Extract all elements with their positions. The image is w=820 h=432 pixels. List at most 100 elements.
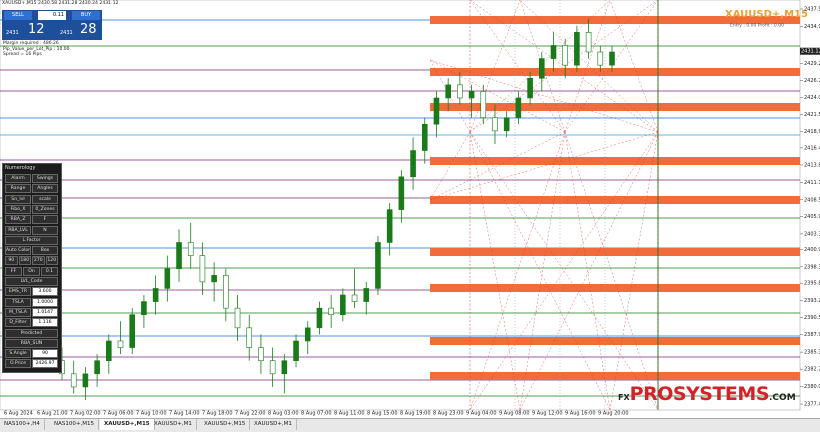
panel-button[interactable]: 0_Zones — [32, 204, 58, 214]
tab[interactable]: XAUUSD+,M15 — [200, 419, 251, 430]
sell-button[interactable]: SELL — [4, 11, 32, 20]
tab[interactable]: NAS100+,H4 — [0, 419, 45, 430]
panel-button[interactable]: F — [32, 215, 58, 225]
lot-input[interactable]: 0.11 — [38, 11, 66, 20]
candle-body — [164, 268, 171, 289]
panel-button[interactable]: Fibo_X — [5, 204, 31, 214]
panel-button[interactable]: 1.0147 — [32, 307, 58, 317]
x-tick-label: 8 Aug 23:00 — [433, 411, 464, 417]
fan-line — [564, 131, 611, 411]
buy-price-small: 28 — [80, 22, 97, 37]
tab[interactable]: XAUUSD+,M1 — [250, 419, 297, 430]
trade-panel: SELL 0.11 BUY 2431 12 2431 28 — [2, 10, 102, 40]
info-lines: Margin required : 486.26 Pip_Value_per_Lo… — [3, 41, 69, 58]
y-tick-label: 2377.40 — [804, 402, 820, 408]
panel-button[interactable]: 0.1 — [41, 266, 58, 276]
panel-button[interactable]: 270 — [32, 256, 45, 266]
candle-body — [609, 51, 615, 66]
last-price-label: 2431.12 — [801, 49, 820, 55]
panel-button[interactable]: 120 — [45, 256, 58, 266]
panel-button[interactable]: Box — [32, 246, 58, 256]
panel-button[interactable]: 1.116 — [32, 318, 58, 328]
panel-button[interactable]: Predicted — [5, 328, 58, 338]
fan-line — [429, 131, 566, 201]
x-tick-label: 9 Aug 16:00 — [565, 411, 596, 417]
panel-button[interactable]: Alarm — [5, 174, 31, 183]
y-tick-label: 2408.50 — [804, 197, 820, 203]
panel-button[interactable]: Auto Color — [5, 246, 31, 256]
candle-body — [70, 373, 77, 388]
y-tick-label: 2421.50 — [804, 112, 820, 118]
y-tick-label: 2434.90 — [804, 24, 820, 30]
panel-button[interactable]: L.Factor — [5, 235, 58, 245]
zone — [430, 16, 800, 24]
panel-button[interactable]: 2426.97 — [32, 359, 58, 369]
y-tick-label: 2382.70 — [804, 367, 820, 373]
panel-button[interactable]: Range — [5, 184, 31, 194]
candle-body — [375, 242, 381, 289]
panel-button[interactable]: EMS_TR — [5, 287, 31, 297]
zone — [430, 103, 800, 111]
tab[interactable]: NAS100+,M15 — [50, 419, 99, 430]
panel-button[interactable]: N — [32, 225, 58, 235]
candle-body — [304, 327, 311, 342]
y-tick-label: 2413.80 — [804, 162, 820, 168]
panel-button[interactable]: O.Price — [5, 359, 31, 369]
tab[interactable]: XAUUSD+,M15 — [100, 419, 155, 430]
panel-button[interactable]: On — [23, 266, 40, 276]
y-tick-label: 2418.90 — [804, 129, 820, 135]
chart: XAUUSD+,M15 Entry : 0.00 Profit : 0.00 2… — [0, 0, 820, 417]
panel-button[interactable]: RBA_LVL — [5, 225, 31, 235]
panel-button[interactable]: M_TSLA — [5, 307, 31, 317]
x-tick-label: 9 Aug 20:00 — [598, 411, 629, 417]
y-tick-label: 2416.40 — [804, 145, 820, 151]
candle-body — [211, 275, 217, 283]
fan-line — [469, 0, 566, 133]
panel-button[interactable]: 180 — [18, 256, 31, 266]
fan-line — [469, 131, 566, 411]
panel-button[interactable]: RBA_Z — [5, 215, 31, 225]
panel-button[interactable]: RBA_SUN — [5, 338, 58, 348]
tab[interactable]: XAUUSD+,M1 — [150, 419, 197, 430]
panel-button[interactable]: D_Filter — [5, 318, 31, 328]
zone — [430, 248, 800, 256]
candle-body — [82, 373, 89, 388]
x-tick-label: 6 Aug 21:00 — [37, 411, 68, 417]
panel-button[interactable]: LVL_Code — [5, 277, 58, 286]
panel-button[interactable]: TSLA — [5, 297, 31, 307]
fan-line — [519, 131, 566, 411]
panel-button[interactable]: FF — [5, 266, 22, 276]
candle-body — [328, 307, 334, 316]
zone — [430, 68, 800, 76]
candle-body — [527, 77, 533, 99]
y-tick-label: 2426.70 — [804, 78, 820, 84]
fan-line — [469, 0, 521, 133]
logo-name: PROSYSTEMS — [629, 383, 770, 405]
x-tick-label: 8 Aug 11:00 — [334, 411, 365, 417]
panel-button[interactable]: S.Angle — [5, 349, 31, 359]
panel-button[interactable]: Swings — [32, 174, 58, 183]
panel-button[interactable]: Angles — [32, 184, 58, 194]
candle-body — [117, 340, 124, 348]
candle-body — [562, 45, 568, 66]
buy-button[interactable]: BUY — [72, 11, 100, 20]
candle-body — [340, 294, 346, 316]
panel-button[interactable]: 90 — [5, 256, 18, 266]
candle-body — [480, 91, 487, 118]
panel-button[interactable]: scale — [32, 194, 58, 204]
y-tick-label: 2429.25 — [804, 61, 820, 67]
x-tick-label: 8 Aug 19:00 — [400, 411, 431, 417]
panel-button[interactable]: 3.600 — [32, 287, 58, 297]
x-tick-label: 9 Aug 12:00 — [532, 411, 563, 417]
panel-button[interactable]: 1.0000 — [32, 297, 58, 307]
x-tick-label: 6 Aug 2024 — [4, 411, 33, 417]
panel-title: Numerology — [5, 165, 36, 171]
fan-line — [429, 131, 471, 201]
candle-body — [410, 150, 416, 178]
numerology-panel: Numerology Alarm Swings Range Angles Sn_lvl s… — [2, 163, 62, 373]
candle-body — [176, 242, 182, 270]
panel-button[interactable]: 90 — [32, 349, 58, 359]
y-tick-label: 2405.95 — [804, 214, 820, 220]
panel-button[interactable]: Sn_lvl — [5, 194, 31, 204]
candle-body — [106, 340, 112, 361]
